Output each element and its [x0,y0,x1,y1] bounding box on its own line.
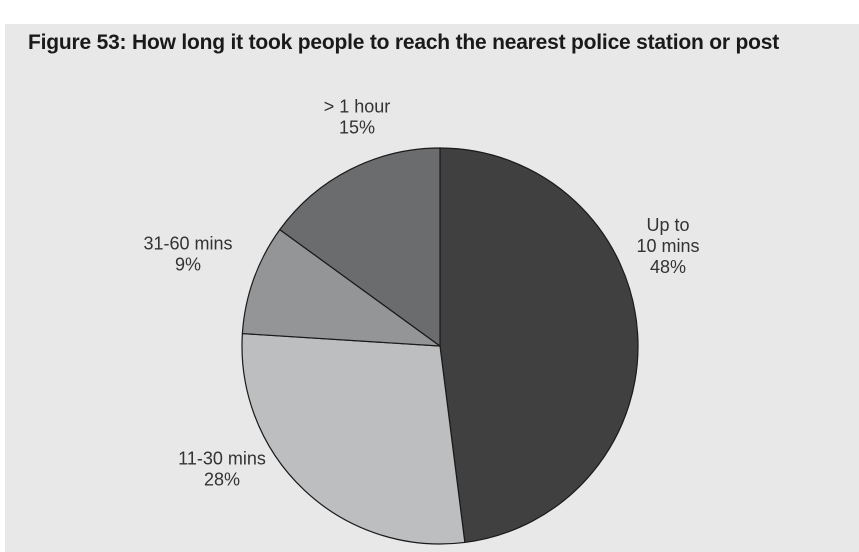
slice-value-label: 28% [204,470,240,490]
slice-label-4: > 1 hour 15% [324,97,391,138]
pie-slice-2 [241,332,466,545]
slice-label-3: 31-60 mins 9% [143,234,232,275]
slice-category-label: > 1 hour [324,97,391,117]
slice-value-label: 15% [339,118,375,138]
slice-category-label: 31-60 mins [143,234,232,254]
pie-slice-3 [241,229,441,347]
slice-value-label: 48% [650,257,686,277]
slice-category-label: 10 mins [636,236,699,256]
pie-slice-4 [279,147,441,347]
slice-category-label: 11-30 mins [178,449,266,469]
pie-slice-1 [439,147,639,544]
chart-title: Figure 53: How long it took people to re… [28,31,779,54]
slice-label-2: 11-30 mins 28% [178,449,266,490]
slice-label-1: Up to 10 mins 48% [636,215,699,277]
slice-category-label: Up to [646,215,689,235]
slice-value-label: 9% [175,255,201,275]
